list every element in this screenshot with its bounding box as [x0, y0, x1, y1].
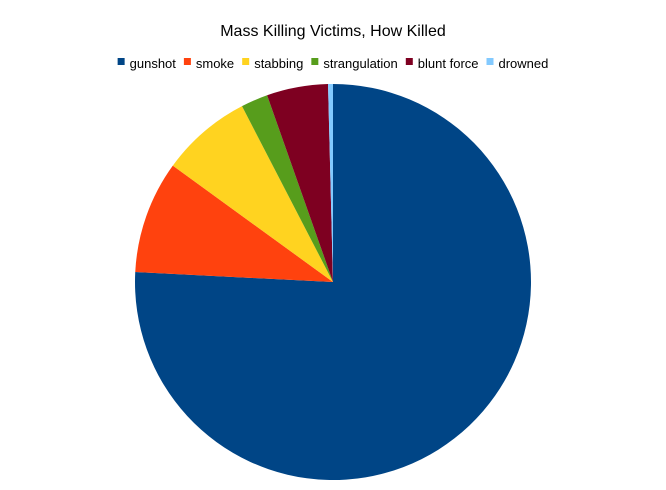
legend-label: drowned — [499, 56, 549, 71]
legend-label: gunshot — [130, 56, 177, 71]
pie-slice-blunt-force — [267, 84, 333, 282]
legend-label: blunt force — [418, 56, 479, 71]
chart-legend: gunshot smoke stabbing strangulation blunt f… — [117, 56, 549, 71]
legend-item-gunshot: gunshot — [117, 56, 177, 71]
pie-slice-drowned — [328, 83, 333, 282]
legend-swatch — [405, 58, 413, 65]
legend-item-stabbing: stabbing — [242, 56, 303, 71]
legend-swatch — [486, 58, 494, 65]
legend-label: stabbing — [254, 56, 303, 71]
pie-slice-stabbing — [172, 106, 333, 283]
legend-swatch — [242, 58, 250, 65]
pie-slice-gunshot — [134, 84, 531, 480]
legend-item-smoke: smoke — [183, 56, 234, 71]
legend-label: strangulation — [323, 56, 397, 71]
legend-swatch — [183, 58, 191, 65]
legend-swatch — [311, 58, 319, 65]
legend-swatch — [117, 58, 125, 65]
legend-item-drowned: drowned — [486, 56, 549, 71]
pie-slices — [134, 83, 531, 480]
legend-item-blunt-force: blunt force — [405, 56, 479, 71]
pie-slice-smoke — [135, 165, 333, 282]
legend-item-strangulation: strangulation — [311, 56, 398, 71]
pie-slice-strangulation — [242, 95, 333, 282]
legend-label: smoke — [196, 56, 234, 71]
chart-title: Mass Killing Victims, How Killed — [220, 23, 446, 40]
